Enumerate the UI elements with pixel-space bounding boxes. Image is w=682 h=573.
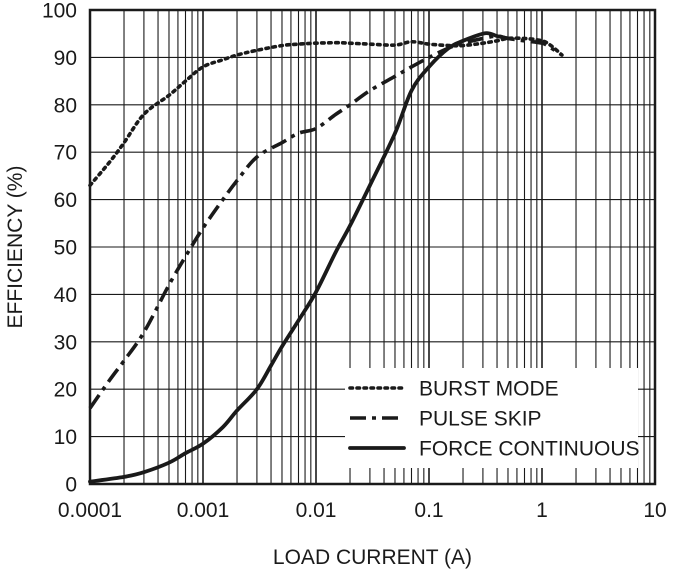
x-tick-label: 1 xyxy=(536,499,548,522)
series-line-pulse-skip xyxy=(88,34,563,410)
series-line-burst-mode xyxy=(88,36,564,188)
x-tick-label: 10 xyxy=(643,499,666,522)
y-tick-label: 60 xyxy=(54,189,77,212)
y-tick-label: 100 xyxy=(42,0,77,23)
legend-label-pulse-skip: PULSE SKIP xyxy=(419,408,542,431)
x-tick-label: 0.01 xyxy=(296,499,337,522)
y-tick-label: 80 xyxy=(54,94,77,117)
x-tick-label: 0.1 xyxy=(414,499,443,522)
x-axis-title: LOAD CURRENT (A) xyxy=(273,546,472,569)
y-tick-label: 10 xyxy=(54,426,77,449)
legend: BURST MODE PULSE SKIP FORCE CONTINUOUS xyxy=(345,368,640,468)
y-tick-label: 30 xyxy=(54,331,77,354)
legend-label-force-continuous: FORCE CONTINUOUS xyxy=(419,438,640,461)
y-tick-label: 70 xyxy=(54,142,77,165)
y-tick-label: 40 xyxy=(54,284,77,307)
series-line-force-continuous xyxy=(88,31,510,484)
y-tick-label: 50 xyxy=(54,237,77,260)
y-tick-label: 90 xyxy=(54,47,77,70)
y-axis-title: EFFICIENCY (%) xyxy=(4,166,27,329)
x-tick-label: 0.001 xyxy=(177,499,230,522)
series-lines xyxy=(88,31,564,484)
tick-labels: 0.0001 0.001 0.01 0.1 1 100102030405060708090… xyxy=(42,0,667,522)
legend-label-burst-mode: BURST MODE xyxy=(419,378,559,401)
x-tick-label: 0.0001 xyxy=(58,499,122,522)
y-tick-label: 20 xyxy=(54,379,77,402)
plot-frame xyxy=(88,8,657,486)
y-tick-label: 0 xyxy=(65,474,77,497)
